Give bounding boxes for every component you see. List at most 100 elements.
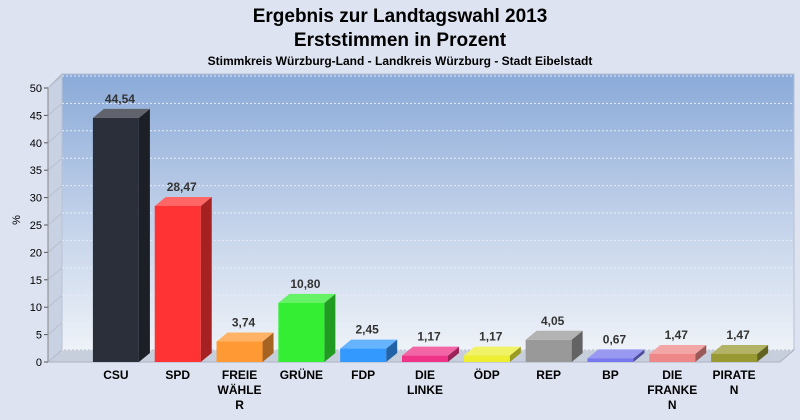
bar-front bbox=[92, 117, 139, 362]
y-tick-label: 40 bbox=[30, 138, 42, 150]
x-tick-label-line: FREIE bbox=[222, 368, 257, 382]
bar-top bbox=[711, 344, 769, 354]
x-tick-label-line: PIRATE bbox=[713, 368, 756, 382]
x-tick-label: FREIE WÄHLE R bbox=[218, 368, 262, 412]
y-tick-label: 35 bbox=[30, 165, 42, 177]
gridline-depth bbox=[47, 157, 63, 171]
bar-top bbox=[340, 339, 398, 349]
y-axis: 0 5 10 15 20 25 30 35 40 45 50 bbox=[30, 83, 49, 369]
bar-front bbox=[340, 348, 387, 362]
chart-subtitle: Erststimmen in Prozent bbox=[294, 30, 507, 51]
data-label: 0,67 bbox=[603, 332, 627, 346]
bar-top bbox=[92, 108, 150, 118]
gridline-depth bbox=[47, 322, 63, 335]
bar-side bbox=[757, 344, 769, 362]
data-label: 3,74 bbox=[232, 316, 256, 330]
x-tick-label: PIRATE N bbox=[713, 368, 756, 397]
bar-top bbox=[402, 346, 459, 356]
x-tick-label-line: LINKE bbox=[407, 383, 443, 397]
y-tick-label: 30 bbox=[30, 193, 42, 205]
bar-side bbox=[386, 339, 398, 362]
bar-front bbox=[278, 302, 325, 362]
bar-top bbox=[525, 330, 583, 340]
y-tick-label: 15 bbox=[30, 275, 42, 287]
bar bbox=[278, 293, 336, 362]
chart-subsubtitle: Stimmkreis Würzburg-Land - Landkreis Wür… bbox=[208, 54, 593, 68]
bar-top bbox=[587, 349, 645, 359]
x-tick-label-line: FRANKE bbox=[647, 383, 697, 397]
bar-front bbox=[463, 355, 510, 362]
x-tick-label: REP bbox=[536, 368, 561, 382]
gridline-depth bbox=[47, 212, 63, 226]
bar bbox=[587, 349, 645, 362]
gridline-depth bbox=[47, 294, 63, 308]
y-tick-label: 45 bbox=[30, 110, 42, 122]
x-tick-label: BP bbox=[602, 368, 619, 382]
gridline-depth bbox=[47, 267, 63, 281]
bar bbox=[711, 344, 769, 362]
bar bbox=[649, 344, 707, 362]
bar-top bbox=[278, 293, 336, 303]
x-tick-label: FDP bbox=[351, 368, 375, 382]
y-tick-label: 20 bbox=[30, 247, 42, 259]
x-tick-label-line: WÄHLE bbox=[218, 382, 262, 397]
bars bbox=[92, 108, 769, 362]
bar-side bbox=[509, 346, 521, 362]
y-tick-label: 25 bbox=[30, 220, 42, 232]
bar-side bbox=[695, 344, 707, 362]
bar bbox=[525, 330, 583, 362]
data-label: 1,47 bbox=[726, 328, 750, 342]
bar-front bbox=[402, 355, 448, 362]
y-tick-label: 5 bbox=[36, 330, 42, 342]
x-tick-label-line: BP bbox=[602, 368, 619, 382]
bar bbox=[402, 346, 459, 362]
gridline-depth bbox=[47, 103, 63, 116]
bar-front bbox=[649, 353, 696, 362]
x-tick-label-line: REP bbox=[536, 368, 561, 382]
x-tick-label: SPD bbox=[165, 368, 190, 382]
y-axis-label: % bbox=[11, 215, 23, 225]
chart-title: Ergebnis zur Landtagswahl 2013 bbox=[253, 6, 548, 27]
bar-front bbox=[711, 353, 758, 362]
y-tick-label: 0 bbox=[36, 357, 42, 369]
gridline-depth bbox=[47, 185, 63, 198]
x-tick-label-line: GRÜNE bbox=[280, 367, 323, 382]
x-tick-label: DIE LINKE bbox=[407, 368, 443, 397]
data-label: 10,80 bbox=[290, 277, 320, 291]
bar-top bbox=[649, 344, 707, 354]
plot-side-wall bbox=[47, 72, 63, 364]
x-tick-label-line: N bbox=[730, 383, 739, 397]
gridline-depth bbox=[47, 130, 63, 144]
x-tick-label: CSU bbox=[103, 368, 128, 382]
x-tick-label-line: CSU bbox=[103, 368, 128, 382]
bar-side bbox=[262, 332, 274, 362]
gridline-depth bbox=[47, 240, 63, 253]
bar bbox=[340, 339, 398, 362]
x-tick-label-line: DIE bbox=[662, 368, 682, 382]
bar-side bbox=[138, 108, 150, 362]
bar-front bbox=[216, 341, 263, 362]
x-tick-label: GRÜNE bbox=[280, 367, 323, 382]
x-tick-label: DIE FRANKE N bbox=[647, 368, 697, 412]
bar bbox=[92, 108, 150, 362]
data-label: 2,45 bbox=[356, 323, 380, 337]
data-label: 4,05 bbox=[541, 314, 565, 328]
x-tick-label-line: R bbox=[235, 398, 244, 412]
x-tick-label-line: N bbox=[668, 398, 677, 412]
y-tick-label: 50 bbox=[30, 83, 42, 95]
x-tick-label-line: ÖDP bbox=[474, 367, 500, 382]
gridline-depth bbox=[47, 349, 63, 363]
bar-side bbox=[448, 346, 459, 362]
data-label: 28,47 bbox=[167, 180, 197, 194]
bar-front bbox=[154, 205, 201, 362]
x-tick-label-line: DIE bbox=[415, 368, 435, 382]
data-label: 1,17 bbox=[479, 330, 503, 344]
bar-side bbox=[633, 349, 645, 362]
bar-top bbox=[216, 332, 274, 342]
bar bbox=[463, 346, 521, 362]
bar-front bbox=[587, 358, 634, 362]
bar-top bbox=[463, 346, 521, 356]
bar-top bbox=[154, 196, 212, 206]
